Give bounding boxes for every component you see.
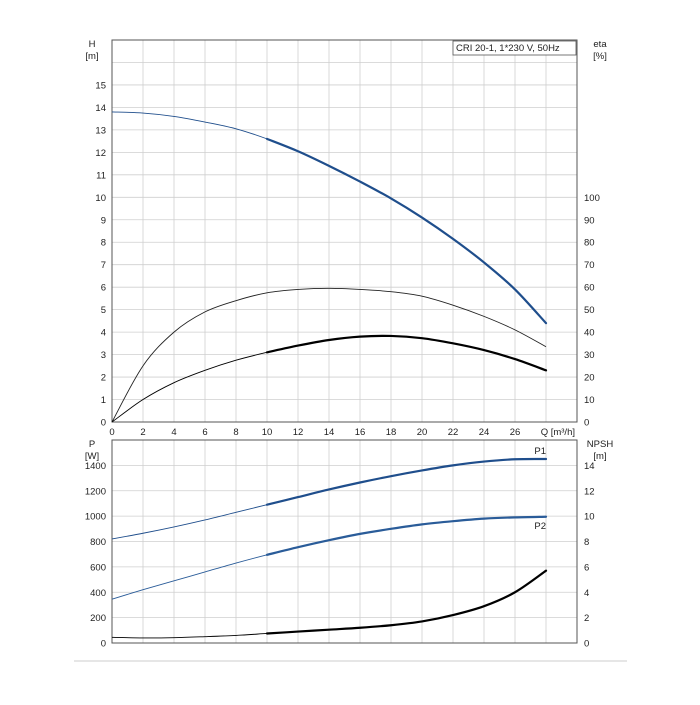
- y-left-tick-label: 8: [101, 238, 106, 249]
- y-left-tick-label: 6: [101, 283, 106, 294]
- y-left-axis-unit: [W]: [85, 451, 99, 462]
- y-left-tick-label: 400: [90, 588, 106, 599]
- y-left-tick-label: 9: [101, 215, 106, 226]
- x-axis-label: Q [m³/h]: [541, 427, 575, 438]
- y-left-tick-label: 200: [90, 613, 106, 624]
- chart-title: CRI 20-1, 1*230 V, 50Hz: [456, 43, 560, 54]
- y-right-tick-label: 60: [584, 283, 595, 294]
- x-tick-label: 6: [202, 427, 207, 438]
- plot-frame: [111, 439, 578, 644]
- x-tick-label: 14: [324, 427, 335, 438]
- y-left-tick-label: 1200: [85, 486, 106, 497]
- y-left-tick-label: 3: [101, 350, 106, 361]
- y-left-axis-unit: [m]: [85, 51, 98, 62]
- y-right-tick-label: 70: [584, 260, 595, 271]
- y-right-tick-label: 4: [584, 588, 589, 599]
- y-right-tick-label: 100: [584, 193, 600, 204]
- x-tick-label: 0: [109, 427, 114, 438]
- y-left-tick-label: 14: [95, 103, 106, 114]
- y-right-tick-label: 90: [584, 215, 595, 226]
- y-left-tick-label: 4: [101, 328, 106, 339]
- y-left-tick-label: 2: [101, 373, 106, 384]
- chart-title-box: [452, 40, 577, 56]
- series-line-0-1: [111, 287, 547, 423]
- y-left-tick-label: 13: [95, 125, 106, 136]
- y-left-axis-title: H: [89, 39, 96, 50]
- y-right-axis-title: NPSH: [587, 439, 614, 450]
- y-right-tick-label: 0: [584, 639, 589, 650]
- x-tick-label: 2: [140, 427, 145, 438]
- y-right-tick-label: 6: [584, 562, 589, 573]
- y-left-tick-label: 0: [101, 639, 106, 650]
- plot-frame: [111, 39, 578, 423]
- y-right-tick-label: 30: [584, 350, 595, 361]
- y-left-tick-label: 600: [90, 562, 106, 573]
- y-left-tick-label: 1: [101, 395, 106, 406]
- y-left-axis-title: P: [89, 439, 95, 450]
- x-tick-label: 8: [233, 427, 238, 438]
- x-tick-label: 16: [355, 427, 366, 438]
- y-left-tick-label: 11: [96, 170, 106, 181]
- y-right-tick-label: 10: [584, 512, 595, 523]
- y-left-tick-label: 1000: [85, 512, 106, 523]
- y-right-axis-unit: [m]: [593, 451, 606, 462]
- x-tick-label: 20: [417, 427, 428, 438]
- x-tick-label: 18: [386, 427, 397, 438]
- x-tick-label: 22: [448, 427, 459, 438]
- y-left-tick-label: 5: [101, 305, 106, 316]
- series-line-main-0-2: [265, 334, 548, 372]
- y-left-tick-label: 1400: [85, 461, 106, 472]
- y-right-tick-label: 0: [584, 418, 589, 429]
- y-left-tick-label: 10: [95, 193, 106, 204]
- series-line-main-1-0: [265, 457, 548, 506]
- y-right-tick-label: 50: [584, 305, 595, 316]
- x-tick-label: 26: [510, 427, 521, 438]
- y-right-tick-label: 20: [584, 373, 595, 384]
- y-right-tick-label: 2: [584, 613, 589, 624]
- y-left-tick-label: 15: [95, 80, 106, 91]
- x-tick-label: 10: [262, 427, 273, 438]
- series-line-main-0-0: [265, 137, 548, 325]
- y-right-tick-label: 8: [584, 537, 589, 548]
- y-right-tick-label: 14: [584, 461, 595, 472]
- series-line-main-1-1: [265, 515, 548, 556]
- y-right-axis-unit: [%]: [593, 51, 607, 62]
- series-label: P2: [534, 521, 546, 532]
- x-tick-label: 4: [171, 427, 176, 438]
- y-right-axis-title: eta: [593, 39, 607, 50]
- y-right-tick-label: 80: [584, 238, 595, 249]
- x-tick-label: 24: [479, 427, 490, 438]
- series-line-main-1-2: [265, 569, 548, 635]
- y-right-tick-label: 12: [584, 486, 595, 497]
- y-left-tick-label: 0: [101, 418, 106, 429]
- y-right-tick-label: 40: [584, 328, 595, 339]
- y-left-tick-label: 12: [95, 148, 106, 159]
- y-right-tick-label: 10: [584, 395, 595, 406]
- y-left-tick-label: 7: [101, 260, 106, 271]
- x-tick-label: 12: [293, 427, 304, 438]
- series-label: P1: [534, 446, 546, 457]
- y-left-tick-label: 800: [90, 537, 106, 548]
